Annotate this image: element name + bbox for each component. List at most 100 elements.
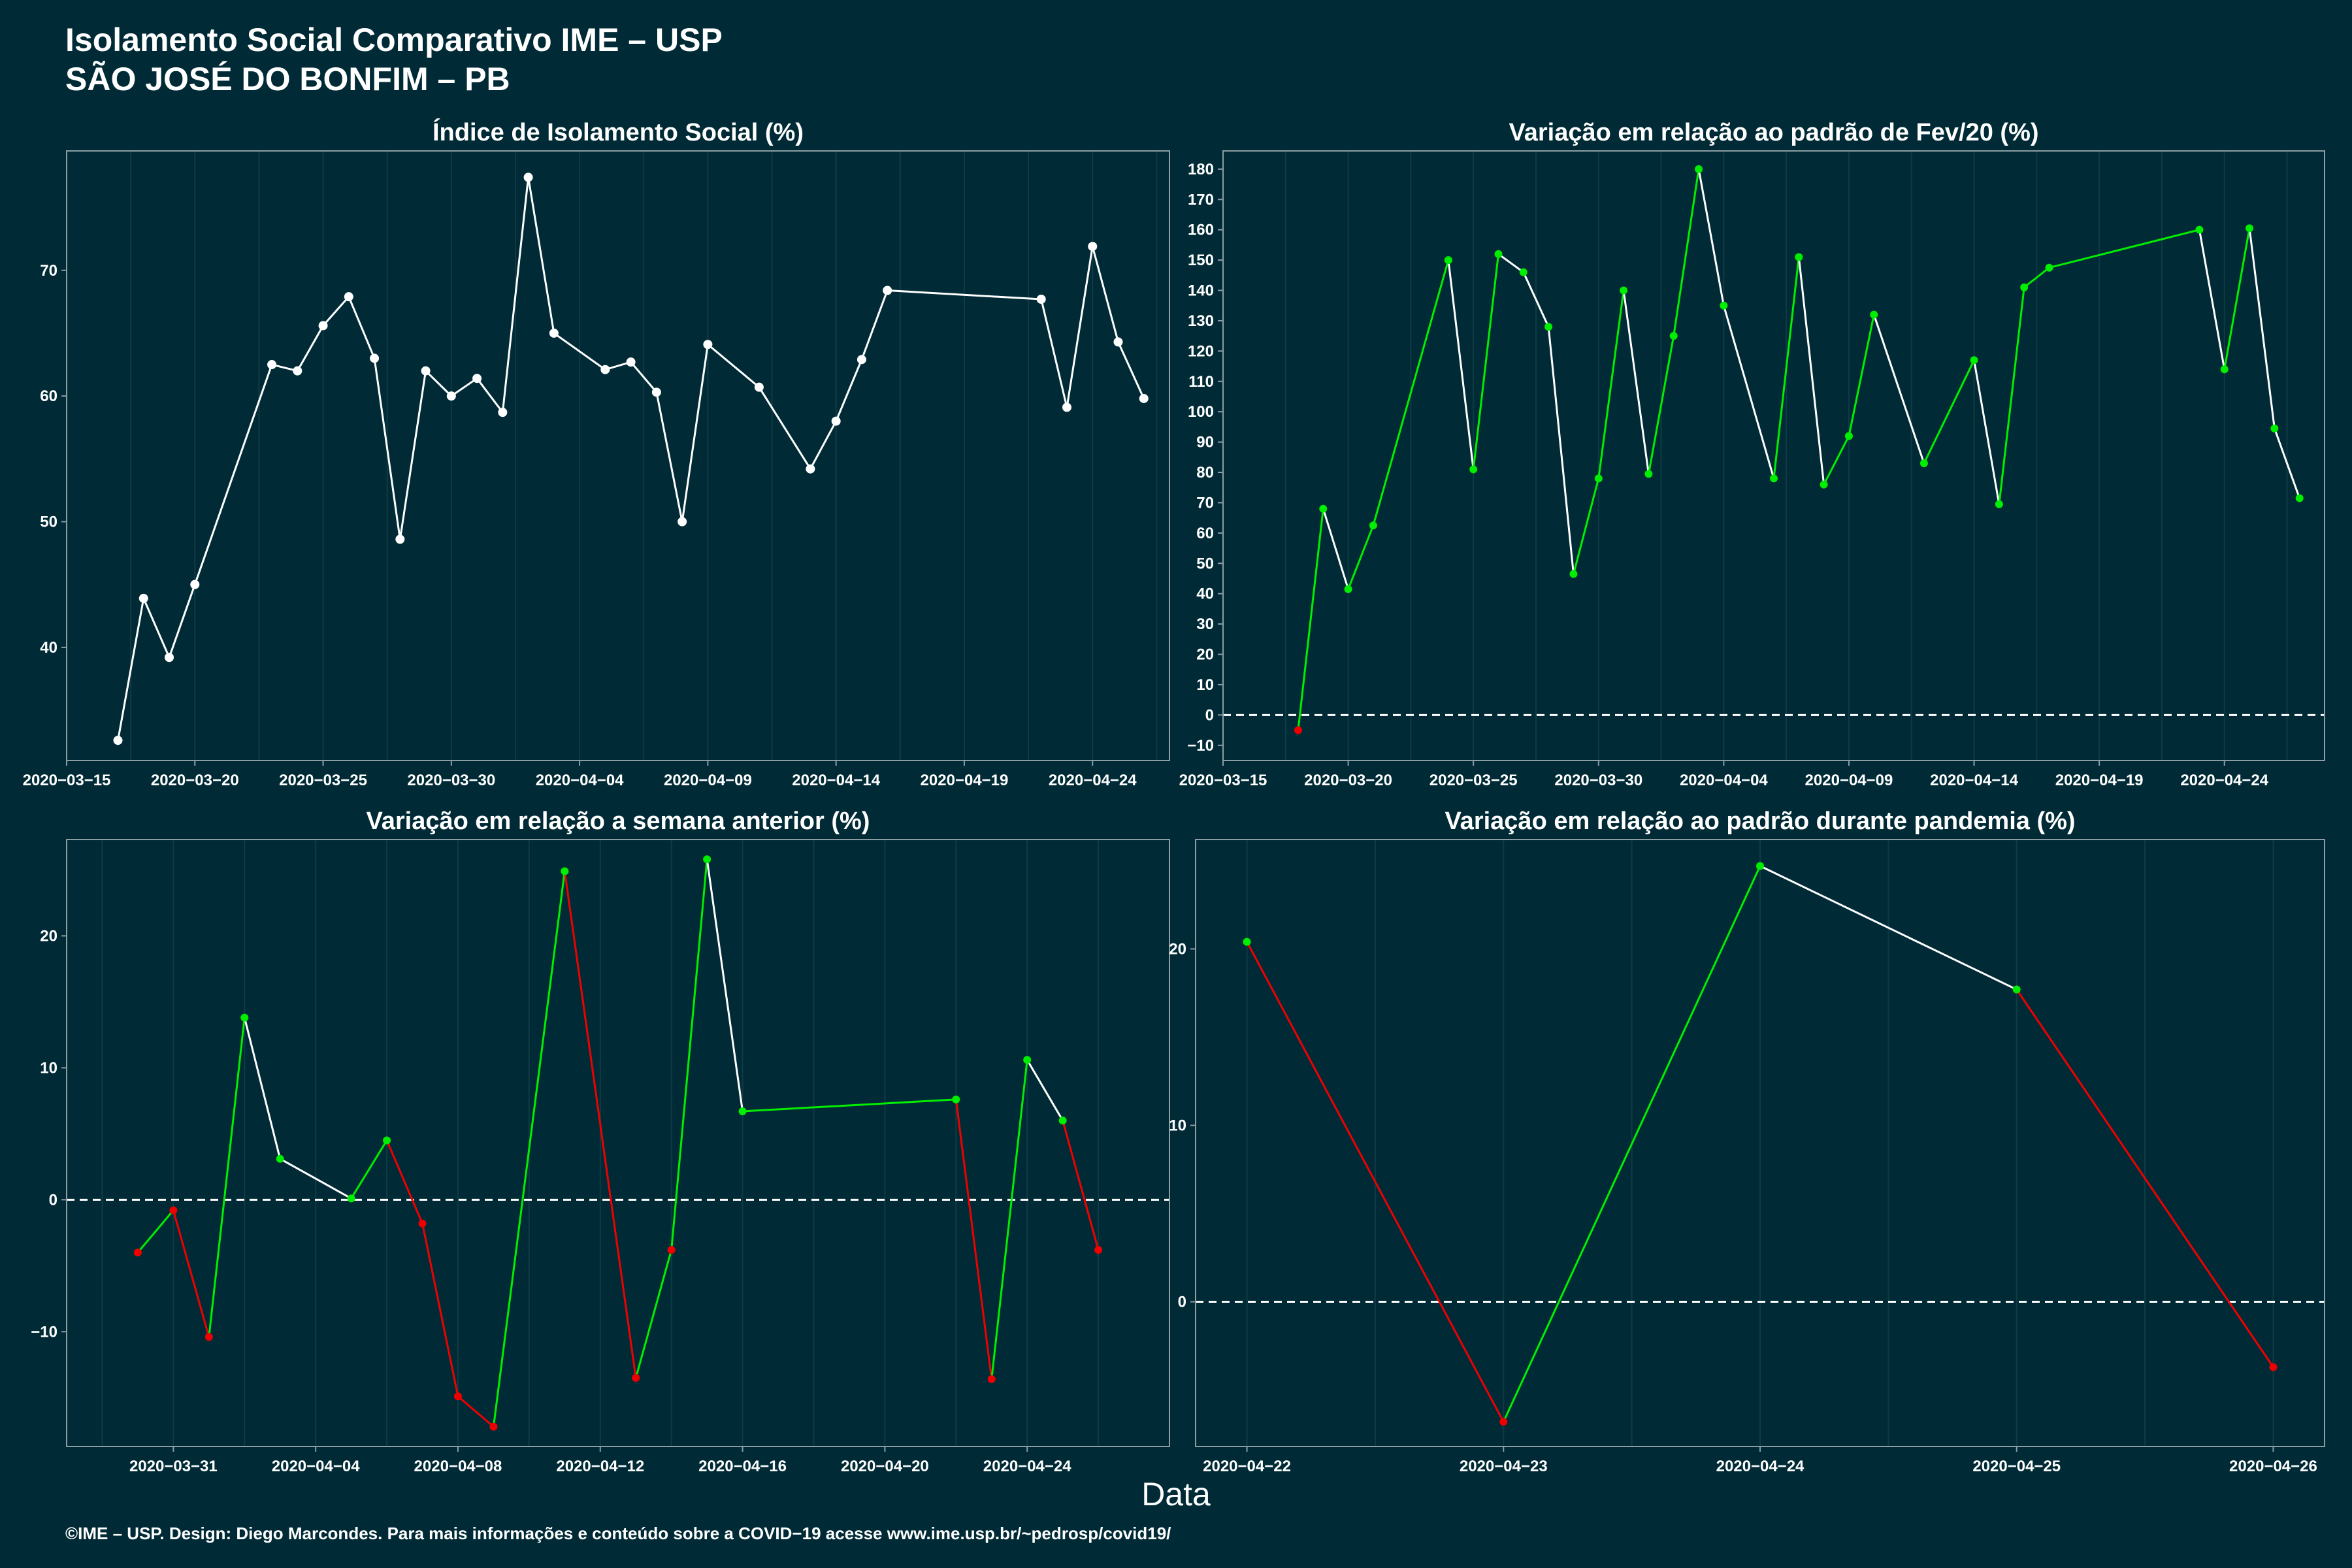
series-segment <box>634 1249 673 1379</box>
series-segment <box>1973 360 2001 505</box>
y-tick-label: 180 <box>1188 161 1214 178</box>
data-point <box>165 653 174 662</box>
series-segment <box>527 177 555 334</box>
series-segment <box>1597 290 1625 479</box>
x-tick-label: 2020−03−15 <box>23 772 111 789</box>
data-point <box>1088 242 1098 252</box>
series-segment <box>630 361 658 393</box>
series-segment <box>1647 335 1675 474</box>
x-tick-label: 2020−03−20 <box>151 772 239 789</box>
series-segment <box>1447 259 1475 470</box>
y-tick-label: 60 <box>40 387 57 405</box>
series-segment <box>1497 253 1524 273</box>
data-point <box>2269 1363 2278 1371</box>
series-segment <box>373 358 401 540</box>
x-tick-label: 2020−04−20 <box>841 1458 929 1475</box>
y-tick-label: 140 <box>1188 282 1214 300</box>
series-segment <box>279 1158 352 1200</box>
data-point <box>626 357 636 367</box>
data-point <box>703 855 711 864</box>
y-tick-label: 30 <box>1196 615 1214 633</box>
data-point <box>1519 268 1527 276</box>
y-tick-label: 10 <box>1196 676 1214 694</box>
series-segment <box>1923 359 1975 464</box>
series-segment <box>2016 988 2274 1368</box>
series-segment <box>193 364 273 585</box>
series-segment <box>1998 287 2025 504</box>
data-point <box>395 534 405 544</box>
data-point <box>1344 585 1352 593</box>
data-point <box>370 353 380 363</box>
series-segment <box>457 1396 495 1428</box>
data-point <box>703 340 713 350</box>
data-point <box>987 1375 996 1384</box>
data-point <box>498 408 508 417</box>
y-tick-label: 110 <box>1188 373 1214 391</box>
x-tick-label: 2020−03−30 <box>407 772 495 789</box>
y-tick-label: 80 <box>1196 464 1214 482</box>
series-segment <box>553 332 606 370</box>
data-point <box>1770 474 1778 483</box>
y-tick-label: 60 <box>1196 525 1214 542</box>
series-segment <box>563 871 637 1379</box>
x-tick-label: 2020−04−24 <box>983 1458 1071 1475</box>
series-segment <box>1117 341 1145 399</box>
series-segment <box>1522 272 1550 327</box>
y-tick-label: 120 <box>1188 342 1214 360</box>
x-tick-label: 2020−04−24 <box>2180 772 2268 789</box>
series-segment <box>742 1098 956 1113</box>
data-point <box>190 580 200 589</box>
plot-frame <box>66 839 1170 1447</box>
series-segment <box>450 377 478 397</box>
y-tick-label: 0 <box>1205 706 1214 724</box>
data-point <box>883 286 892 295</box>
data-point <box>952 1095 960 1103</box>
data-point <box>1695 165 1703 173</box>
chart-panel-1: Índice de Isolamento Social (%) 40 50 60 70 2… <box>23 118 1170 789</box>
data-point <box>2270 424 2279 433</box>
data-point <box>139 593 148 603</box>
series-segment <box>399 370 427 540</box>
y-tick-label: 100 <box>1188 403 1214 421</box>
x-tick-label: 2020−04−26 <box>2229 1458 2317 1475</box>
data-point <box>561 867 569 875</box>
data-point <box>2012 985 2021 994</box>
y-tick-label: 130 <box>1188 312 1214 330</box>
data-point <box>1494 250 1503 258</box>
y-tick-label: 50 <box>40 513 57 531</box>
x-tick-label: 2020−04−22 <box>1203 1458 1291 1475</box>
series-segment <box>2023 267 2050 289</box>
data-point <box>2045 263 2053 272</box>
data-point <box>1243 938 1251 946</box>
data-point <box>1094 1246 1103 1254</box>
data-point <box>489 1422 498 1431</box>
data-point <box>1499 1418 1508 1426</box>
x-tick-label: 2020−04−19 <box>2055 772 2144 789</box>
y-tick-label: 70 <box>40 262 57 280</box>
series-segment <box>1026 1059 1064 1121</box>
data-point <box>1469 465 1478 474</box>
series-segment <box>2248 228 2276 429</box>
data-point <box>1294 726 1302 734</box>
y-tick-label: 170 <box>1188 191 1214 208</box>
y-tick-label: 50 <box>1196 555 1214 572</box>
data-point <box>1970 356 1978 365</box>
series-segment <box>1759 865 2017 990</box>
series-segment <box>2198 229 2226 370</box>
data-point <box>453 1392 462 1401</box>
data-point <box>754 382 764 392</box>
series-segment <box>168 584 196 658</box>
data-point <box>1319 504 1328 513</box>
y-tick-label: 150 <box>1188 252 1214 269</box>
y-tick-label: 20 <box>40 927 57 945</box>
x-tick-label: 2020−04−04 <box>536 772 624 789</box>
series-segment <box>385 1139 423 1224</box>
footer-credit: ©IME – USP. Design: Diego Marcondes. Par… <box>65 1524 1171 1543</box>
series-segment <box>1872 314 1925 464</box>
data-point <box>1919 459 1928 468</box>
series-segment <box>758 386 811 470</box>
data-point <box>549 328 559 338</box>
series-segment <box>348 296 376 359</box>
x-tick-label: 2020−04−04 <box>272 1458 360 1475</box>
